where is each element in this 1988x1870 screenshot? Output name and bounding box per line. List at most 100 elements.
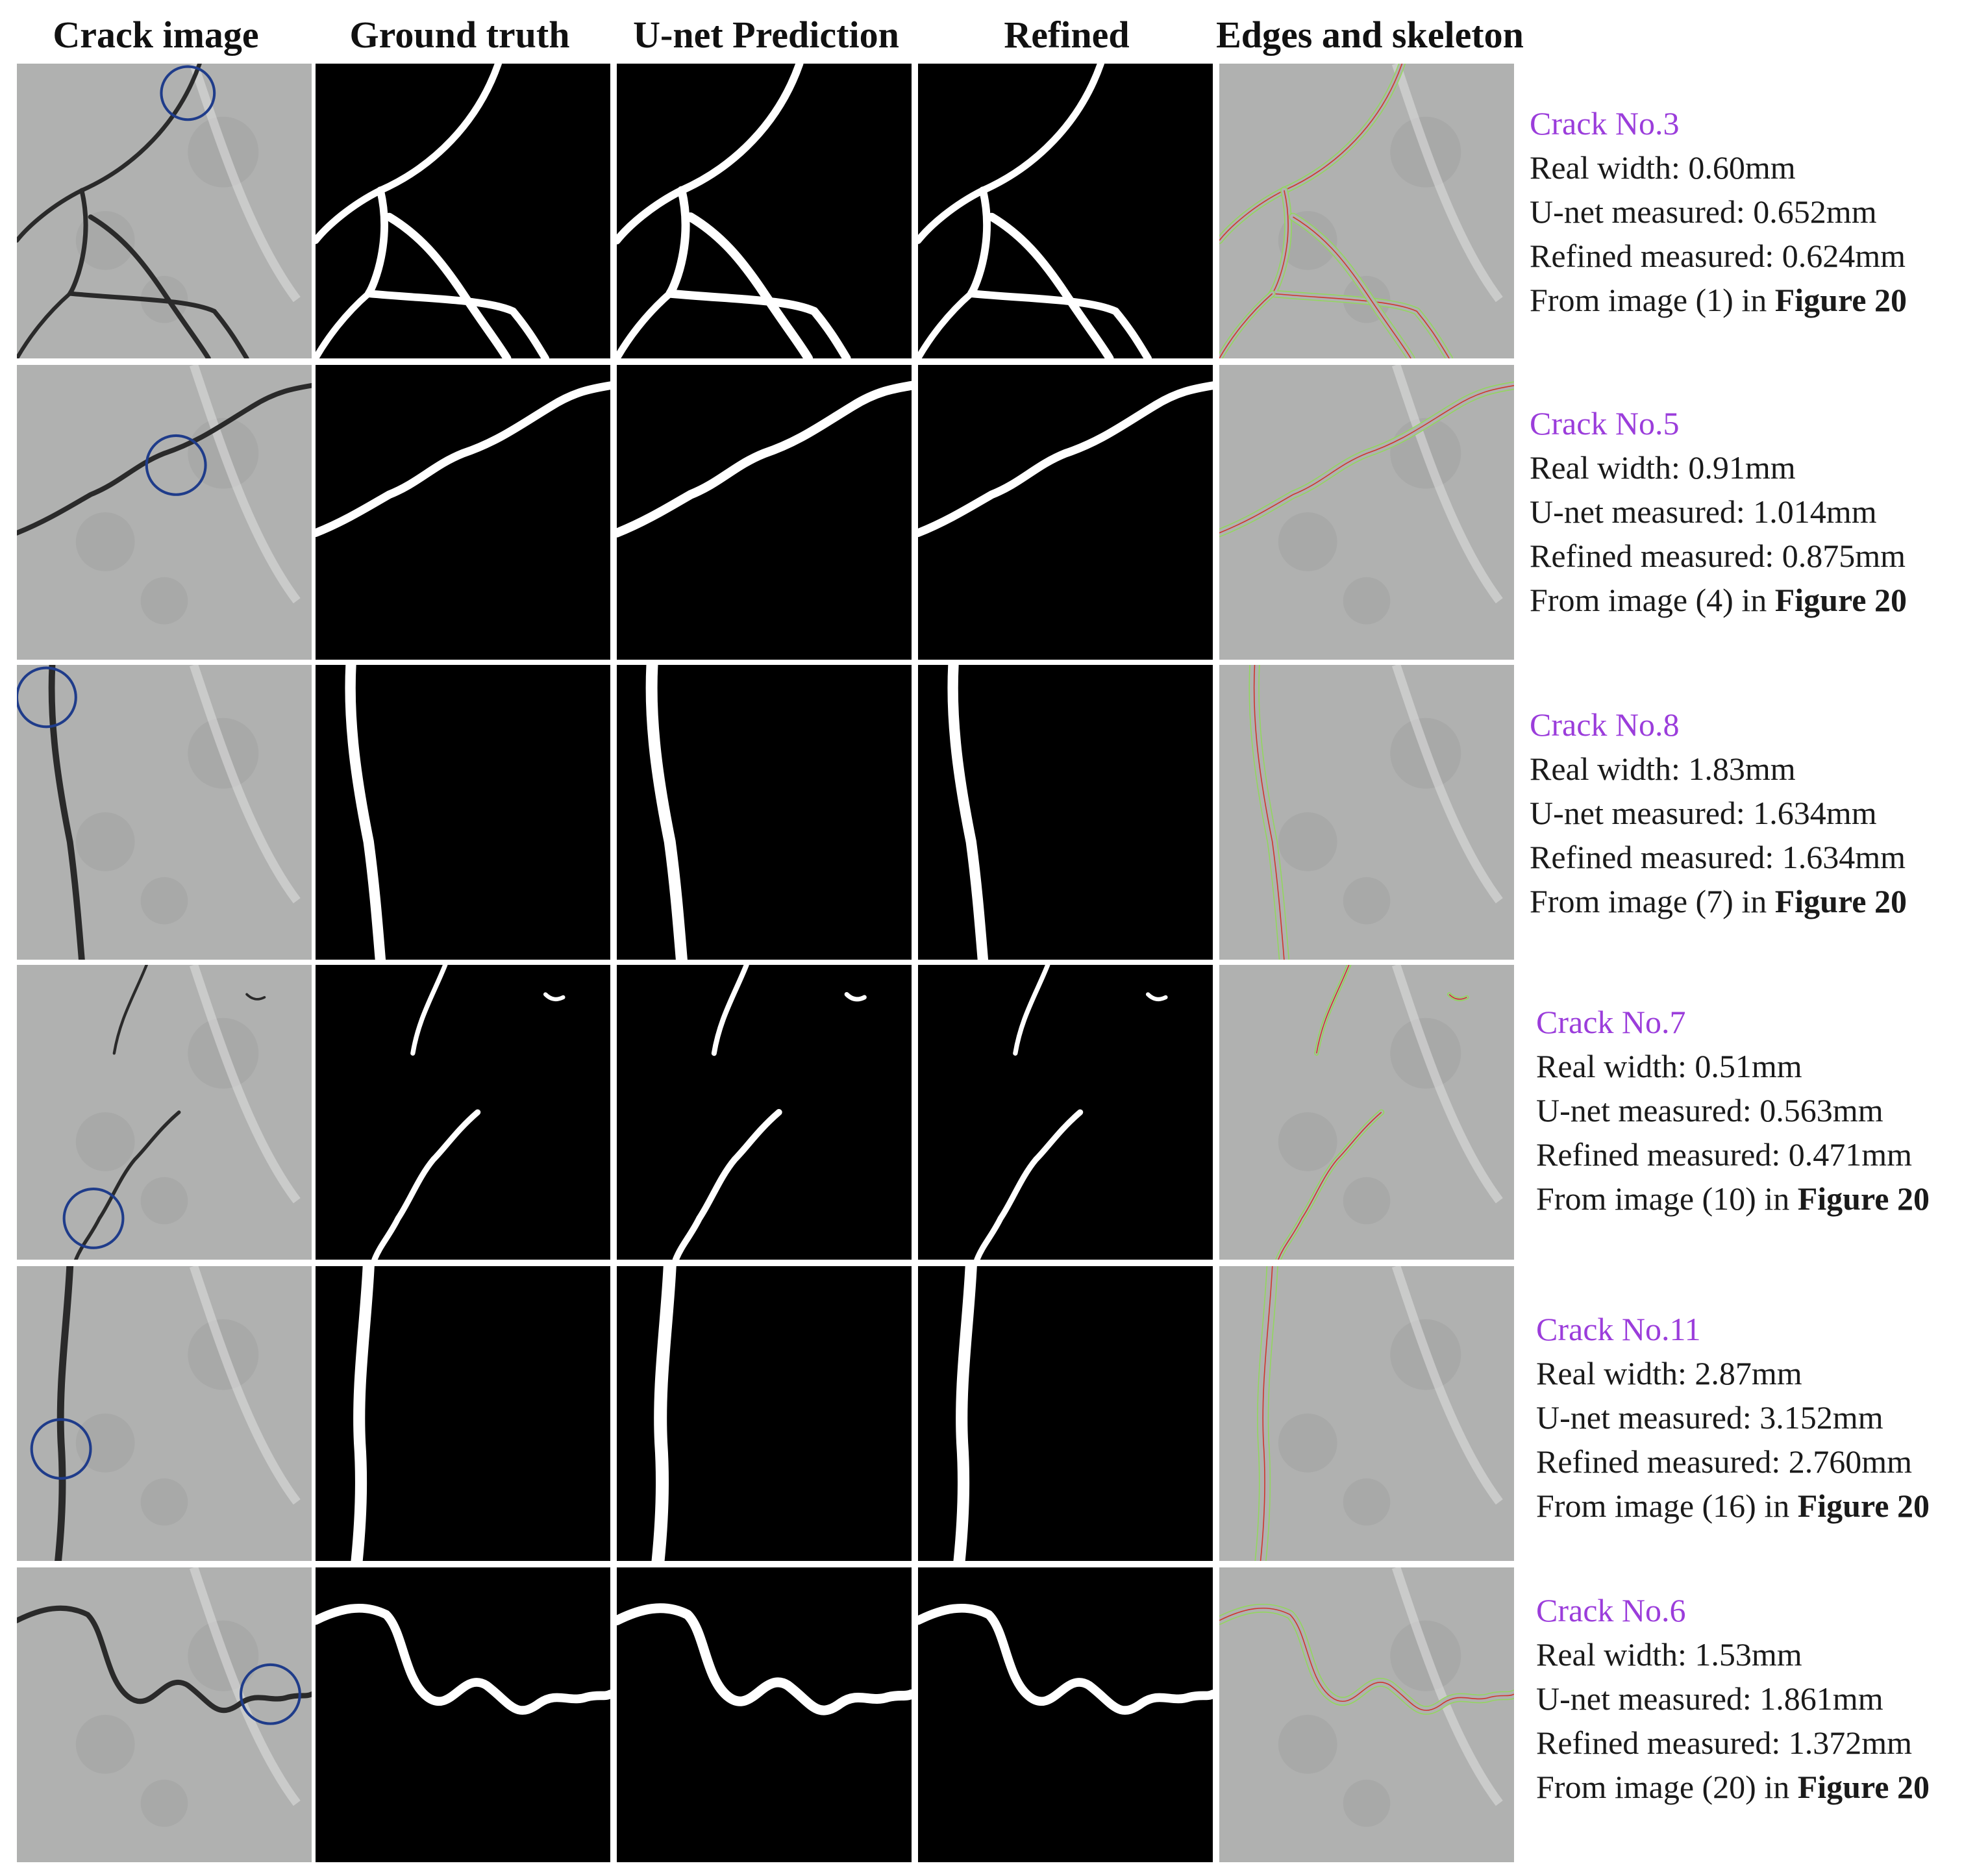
unet-prediction-mask: [617, 965, 912, 1260]
crack-line: [88, 214, 211, 358]
crack-mask-shape: [651, 1266, 677, 1561]
crack-mask-shape: [967, 186, 1152, 358]
edges-skeleton-overlay: [1219, 665, 1514, 960]
surface-stain: [1278, 812, 1337, 871]
crack-mask-shape: [371, 1109, 481, 1260]
crack-mask-shape: [988, 212, 1114, 358]
mask-background: [316, 1567, 610, 1862]
crack-skeleton-line: [1278, 1112, 1382, 1260]
concrete-surface: [17, 64, 312, 358]
crack-skeleton-line: [1448, 993, 1467, 1000]
source-reference: From image (7) in Figure 20: [1530, 883, 1907, 919]
crack-mask-shape: [974, 1109, 1084, 1260]
crack-title: Crack No.5: [1530, 405, 1680, 442]
crack-skeleton-line: [1219, 64, 1403, 241]
concrete-surface: [1219, 1567, 1514, 1862]
surface-stain: [140, 1779, 188, 1827]
crack-mask-shape: [1145, 992, 1168, 1002]
edges-skeleton-overlay: [1219, 1567, 1514, 1862]
surface-stain: [75, 211, 135, 270]
crack-info-3: Crack No.8 Real width: 1.83mm U-net meas…: [1530, 703, 1984, 923]
unet-measured: U-net measured: 1.861mm: [1536, 1680, 1883, 1717]
crack-title: Crack No.3: [1530, 105, 1680, 142]
crack-line: [17, 382, 312, 536]
unet-prediction-mask: [617, 365, 912, 660]
crack-skeleton-line: [1219, 1607, 1514, 1711]
crack-photo: [17, 965, 312, 1260]
chalk-mark: [1391, 365, 1503, 604]
crack-title: Crack No.6: [1536, 1592, 1686, 1628]
unet-prediction-mask: [617, 665, 912, 960]
surface-stain: [1278, 512, 1337, 571]
surface-stain: [1343, 1478, 1391, 1526]
refined-mask: [918, 965, 1213, 1260]
header-unet-prediction: U-net Prediction: [633, 14, 899, 56]
mask-background: [316, 965, 610, 1260]
crack-mask-shape: [617, 380, 912, 538]
unet-prediction-mask: [617, 1567, 912, 1862]
crack-photo: [17, 365, 312, 660]
crack-info-6: Crack No.6 Real width: 1.53mm U-net meas…: [1536, 1588, 1988, 1809]
edges-skeleton-overlay: [1219, 365, 1514, 660]
edges-skeleton-overlay: [1219, 1266, 1514, 1561]
surface-stain: [1278, 1112, 1337, 1171]
crack-mask-shape: [617, 290, 674, 358]
chalk-mark: [1391, 1266, 1503, 1505]
crack-title: Crack No.7: [1536, 1004, 1686, 1040]
header-edges-skeleton: Edges and skeleton: [1216, 14, 1524, 56]
refined-mask: [918, 1266, 1213, 1561]
crack-line: [48, 665, 85, 960]
crack-mask-shape: [645, 665, 688, 960]
real-width: Real width: 0.60mm: [1530, 149, 1796, 186]
mask-background: [316, 64, 610, 358]
concrete-surface: [1219, 965, 1514, 1260]
measurement-circle: [62, 1187, 125, 1249]
crack-mask-shape: [947, 665, 989, 960]
refined-measured: Refined measured: 0.624mm: [1530, 238, 1906, 274]
unet-measured: U-net measured: 1.014mm: [1530, 493, 1877, 530]
crack-line: [66, 188, 249, 358]
crack-mask-shape: [918, 290, 975, 358]
crack-title: Crack No.11: [1536, 1311, 1701, 1347]
concrete-surface: [17, 1567, 312, 1862]
chalk-mark: [189, 665, 301, 904]
refined-mask: [918, 1567, 1213, 1862]
ground-truth-mask: [316, 965, 610, 1260]
crack-mask-shape: [918, 1603, 1213, 1715]
real-width: Real width: 2.87mm: [1536, 1355, 1802, 1391]
source-reference: From image (10) in Figure 20: [1536, 1180, 1930, 1217]
mask-background: [617, 64, 912, 358]
chalk-mark: [189, 965, 301, 1204]
unet-prediction-mask: [617, 1266, 912, 1561]
crack-photo: [17, 665, 312, 960]
surface-stain: [75, 1414, 135, 1473]
header-crack-image: Crack image: [53, 14, 259, 56]
crack-photo: [17, 1266, 312, 1561]
real-width: Real width: 0.91mm: [1530, 449, 1796, 486]
crack-info-1: Crack No.3 Real width: 0.60mm U-net meas…: [1530, 101, 1984, 322]
crack-mask-shape: [316, 290, 372, 358]
surface-stain: [140, 1478, 188, 1526]
crack-mask-shape: [918, 381, 1213, 538]
crack-line: [17, 292, 72, 358]
measurement-circle: [160, 65, 216, 121]
crack-mask-shape: [364, 186, 550, 358]
mask-background: [918, 64, 1213, 358]
crack-mask-shape: [672, 1109, 782, 1260]
mask-background: [617, 965, 912, 1260]
crack-skeleton-line: [1316, 965, 1350, 1054]
crack-mask-shape: [316, 1603, 610, 1715]
real-width: Real width: 1.53mm: [1536, 1636, 1802, 1673]
refined-mask: [918, 665, 1213, 960]
ground-truth-mask: [316, 64, 610, 358]
chalk-mark: [1391, 1567, 1503, 1806]
crack-mask-shape: [385, 212, 512, 358]
crack-line: [17, 1605, 312, 1714]
surface-stain: [75, 1715, 135, 1774]
concrete-surface: [1219, 64, 1514, 358]
chalk-mark: [1391, 665, 1503, 904]
ground-truth-mask: [316, 665, 610, 960]
surface-stain: [75, 1112, 135, 1171]
crack-skeleton-line: [1271, 190, 1450, 358]
edges-skeleton-overlay: [1219, 64, 1514, 358]
